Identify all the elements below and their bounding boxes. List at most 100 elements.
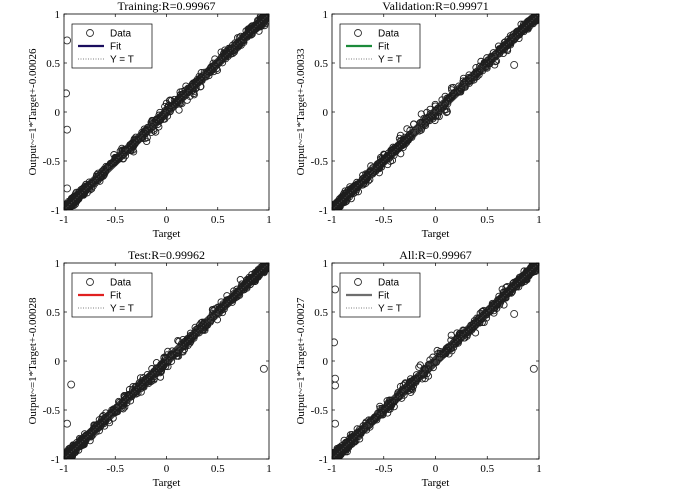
- legend-label-identity: Y = T: [378, 55, 402, 66]
- y-tick-label: 1: [55, 258, 61, 270]
- y-tick-label: -0.5: [43, 405, 61, 417]
- identity-line: [332, 14, 539, 210]
- data-point-band: [64, 263, 269, 459]
- outlier-point: [510, 310, 519, 318]
- legend: Data Fit Y = T: [71, 272, 153, 318]
- legend: Data Fit Y = T: [339, 23, 421, 69]
- legend-label-fit: Fit: [378, 291, 389, 302]
- identity-line: [332, 263, 539, 459]
- y-tick-label: 0: [323, 107, 329, 119]
- x-axis-label: Target: [153, 477, 181, 489]
- y-tick-label: -1: [51, 205, 60, 217]
- legend-label-identity: Y = T: [378, 304, 402, 315]
- legend-label-fit: Fit: [110, 42, 121, 53]
- x-tick-label: 1: [536, 463, 542, 475]
- x-tick-label: 0.5: [211, 463, 225, 475]
- y-axis-label: Output~=1*Target+-0.00027: [295, 297, 307, 425]
- x-axis-label: Target: [422, 228, 450, 240]
- legend-label-fit: Fit: [110, 291, 121, 302]
- data-points: [332, 263, 539, 459]
- data-point: [416, 361, 424, 369]
- legend-label-fit: Fit: [378, 42, 389, 53]
- x-tick-label: 0.5: [480, 214, 494, 226]
- y-tick-label: -1: [319, 454, 328, 466]
- outlier-point: [529, 364, 538, 373]
- y-tick-label: -0.5: [311, 405, 329, 417]
- outlier-point: [332, 419, 340, 428]
- data-point: [537, 263, 539, 264]
- outlier-point: [332, 338, 339, 347]
- x-tick-label: 0: [164, 214, 170, 226]
- legend-label-identity: Y = T: [110, 304, 134, 315]
- legend-data-marker: [354, 29, 362, 37]
- x-tick-label: -0.5: [107, 463, 125, 475]
- x-tick-label: 0: [433, 463, 439, 475]
- data-points: [64, 7, 273, 210]
- outlier-point: [332, 381, 340, 390]
- chart-title: Training:R=0.99967: [117, 0, 215, 13]
- x-tick-label: -0.5: [107, 214, 125, 226]
- x-tick-label: 0: [433, 214, 439, 226]
- x-tick-label: -1: [327, 463, 336, 475]
- data-points: [332, 14, 539, 210]
- x-tick-label: -0.5: [375, 214, 393, 226]
- y-axis-label: Output~=1*Target+-0.00028: [27, 297, 39, 425]
- outlier-point: [64, 184, 72, 193]
- x-tick-label: 0.5: [480, 463, 494, 475]
- chart-panel-1: -1 -0.5 0 0.5 1 -1 -0.5 0 0.5 1 Training:R=0.99967…: [27, 0, 273, 240]
- legend-label-data: Data: [110, 278, 132, 289]
- y-tick-label: 0.5: [314, 307, 328, 319]
- legend: Data Fit Y = T: [339, 272, 421, 318]
- y-tick-label: -0.5: [311, 156, 329, 168]
- data-point: [534, 14, 539, 15]
- legend-data-marker: [354, 278, 362, 286]
- x-axis-label: Target: [422, 477, 450, 489]
- outlier-point: [332, 285, 340, 294]
- data-point: [417, 110, 425, 118]
- data-point: [442, 108, 451, 117]
- y-tick-label: 0.5: [314, 58, 328, 70]
- y-axis-label: Output~=1*Target+-0.00026: [27, 48, 39, 176]
- chart-title: All:R=0.99967: [399, 248, 471, 262]
- data-point: [447, 331, 455, 339]
- x-tick-label: -1: [59, 214, 68, 226]
- y-axis-label: Output~=1*Target+-0.00033: [295, 48, 307, 176]
- legend: Data Fit Y = T: [71, 23, 153, 69]
- x-tick-label: 1: [536, 214, 542, 226]
- legend-label-identity: Y = T: [110, 55, 134, 66]
- data-point: [175, 106, 183, 114]
- x-tick-label: 0.5: [211, 214, 225, 226]
- x-tick-label: -1: [59, 463, 68, 475]
- y-tick-label: 0: [55, 107, 61, 119]
- y-tick-label: 0.5: [46, 307, 60, 319]
- y-tick-label: -1: [51, 454, 60, 466]
- x-tick-label: 1: [266, 463, 272, 475]
- legend-label-data: Data: [378, 29, 400, 40]
- y-tick-label: 1: [55, 9, 61, 21]
- y-tick-label: 0: [323, 356, 329, 368]
- data-points: [64, 263, 269, 459]
- y-tick-label: -1: [319, 205, 328, 217]
- chart-panel-2: -1 -0.5 0 0.5 1 -1 -0.5 0 0.5 1 Validation:R=0.999…: [295, 0, 542, 240]
- y-tick-label: -0.5: [43, 156, 61, 168]
- outlier-point: [259, 364, 268, 373]
- data-point: [471, 329, 480, 337]
- y-tick-label: 0.5: [46, 58, 60, 70]
- data-point: [267, 7, 273, 13]
- y-tick-label: 0: [55, 356, 61, 368]
- x-tick-label: -0.5: [375, 463, 393, 475]
- y-tick-label: 1: [323, 258, 329, 270]
- legend-label-data: Data: [378, 278, 400, 289]
- chart-title: Validation:R=0.99971: [382, 0, 488, 13]
- data-point: [415, 363, 423, 371]
- legend-data-marker: [86, 278, 94, 286]
- chart-title: Test:R=0.99962: [128, 248, 205, 262]
- x-axis-label: Target: [153, 228, 181, 240]
- x-tick-label: 1: [266, 214, 272, 226]
- legend-label-data: Data: [110, 29, 132, 40]
- y-tick-label: 1: [323, 9, 329, 21]
- outlier-point: [67, 380, 76, 389]
- chart-panel-3: -1 -0.5 0 0.5 1 -1 -0.5 0 0.5 1 Test:R=0.99962 Targ…: [27, 248, 272, 489]
- x-tick-label: 0: [164, 463, 170, 475]
